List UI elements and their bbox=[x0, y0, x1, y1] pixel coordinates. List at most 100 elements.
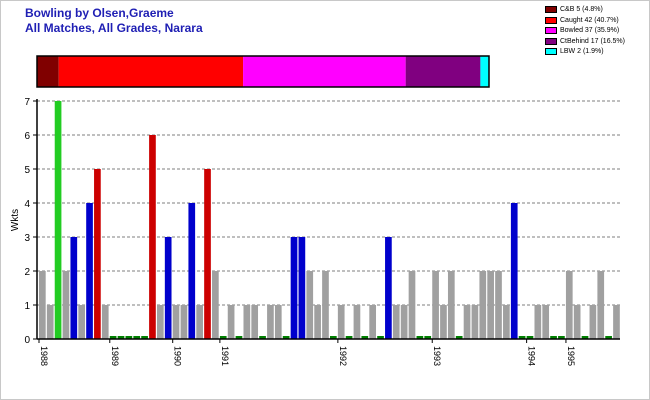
wickets-bar bbox=[298, 237, 306, 339]
wickets-bar bbox=[156, 305, 164, 339]
wickets-bar bbox=[109, 336, 117, 339]
wickets-bar bbox=[86, 203, 93, 339]
wickets-bar bbox=[133, 336, 141, 339]
y-tick-label: 2 bbox=[24, 267, 30, 278]
wickets-bar bbox=[424, 336, 432, 339]
wickets-bar bbox=[46, 305, 54, 339]
legend: C&B 5 (4.8%) Caught 42 (40.7%) Bowled 37… bbox=[545, 5, 649, 58]
y-tick-label: 1 bbox=[24, 301, 30, 312]
wickets-bar bbox=[432, 271, 439, 339]
y-tick-label: 3 bbox=[24, 233, 30, 244]
x-tick-label: 1991 bbox=[220, 346, 230, 366]
wickets-bar bbox=[385, 237, 392, 339]
legend-swatch-caught bbox=[545, 16, 557, 24]
wickets-bar bbox=[267, 305, 274, 339]
wickets-bar bbox=[613, 305, 620, 339]
wickets-bar bbox=[510, 203, 518, 339]
legend-item-caught: Caught 42 (40.7%) bbox=[545, 16, 649, 27]
x-tick-label: 1994 bbox=[527, 346, 537, 366]
legend-item-cb: C&B 5 (4.8%) bbox=[545, 5, 649, 16]
legend-swatch-ctbehind bbox=[545, 37, 557, 45]
wickets-bar bbox=[164, 237, 172, 339]
legend-swatch-cb bbox=[545, 6, 557, 13]
wickets-bar bbox=[518, 336, 526, 339]
wickets-bar bbox=[337, 305, 345, 339]
wickets-bar bbox=[392, 305, 400, 339]
wickets-bar bbox=[322, 271, 329, 339]
wickets-bar bbox=[227, 305, 235, 339]
y-tick-label: 4 bbox=[24, 199, 30, 210]
legend-label-bowled: Bowled 37 (35.9%) bbox=[560, 27, 620, 34]
y-tick-label: 0 bbox=[24, 335, 30, 346]
wickets-bar bbox=[290, 237, 298, 339]
wickets-bar bbox=[558, 336, 565, 339]
wickets-bar bbox=[487, 271, 494, 339]
legend-label-lbw: LBW 2 (1.9%) bbox=[560, 48, 604, 55]
stacked-segment-ctbehind bbox=[405, 56, 481, 87]
legend-label-ctbehind: CtBehind 17 (16.5%) bbox=[560, 37, 625, 45]
legend-swatch-bowled bbox=[545, 27, 557, 34]
legend-item-ctbehind: CtBehind 17 (16.5%) bbox=[545, 37, 649, 48]
y-tick-label: 7 bbox=[24, 97, 30, 108]
legend-item-bowled: Bowled 37 (35.9%) bbox=[545, 26, 649, 37]
wickets-bar bbox=[345, 336, 353, 339]
wickets-bar bbox=[117, 336, 125, 339]
wickets-bar bbox=[471, 305, 479, 339]
wickets-bar bbox=[39, 271, 46, 339]
wickets-bar bbox=[440, 305, 447, 339]
wickets-bar bbox=[526, 336, 534, 339]
wickets-bar bbox=[78, 305, 86, 339]
wickets-bar bbox=[70, 237, 78, 339]
wickets-bar bbox=[94, 169, 101, 339]
x-tick-label: 1989 bbox=[110, 346, 120, 366]
stacked-segment-lbw bbox=[480, 56, 489, 87]
wickets-bar bbox=[589, 305, 597, 339]
wickets-bar bbox=[141, 336, 148, 339]
wickets-bar bbox=[101, 305, 109, 339]
wickets-bar bbox=[251, 305, 259, 339]
wickets-bar bbox=[361, 336, 369, 339]
wickets-bar bbox=[188, 203, 196, 339]
stacked-segment-caught bbox=[58, 56, 244, 87]
wickets-bar bbox=[330, 336, 337, 339]
wickets-bar bbox=[243, 305, 251, 339]
x-tick-label: 1990 bbox=[173, 346, 183, 366]
wickets-bar bbox=[542, 305, 550, 339]
wickets-bar bbox=[416, 336, 424, 339]
wickets-bar bbox=[377, 336, 384, 339]
wickets-bar bbox=[503, 305, 510, 339]
wickets-bar bbox=[306, 271, 314, 339]
x-tick-label: 1995 bbox=[566, 346, 576, 366]
wickets-bar bbox=[605, 336, 612, 339]
wickets-bar bbox=[180, 305, 188, 339]
legend-item-lbw: LBW 2 (1.9%) bbox=[545, 47, 649, 58]
chart-subtitle: All Matches, All Grades, Narara bbox=[25, 21, 203, 35]
wickets-bar bbox=[204, 169, 211, 339]
y-tick-label: 6 bbox=[24, 131, 30, 142]
stacked-segment-bowled bbox=[243, 56, 406, 87]
wickets-bar bbox=[274, 305, 282, 339]
wickets-bar bbox=[463, 305, 471, 339]
wickets-bar bbox=[235, 336, 243, 339]
wickets-bar bbox=[597, 271, 605, 339]
stacked-segment-cb bbox=[37, 56, 59, 87]
wickets-bar bbox=[400, 305, 408, 339]
wickets-bar bbox=[369, 305, 377, 339]
wickets-bar bbox=[534, 305, 542, 339]
legend-label-caught: Caught 42 (40.7%) bbox=[560, 16, 619, 24]
wickets-bar bbox=[455, 336, 463, 339]
wickets-bar bbox=[62, 271, 70, 339]
y-tick-label: 5 bbox=[24, 165, 30, 176]
x-tick-label: 1992 bbox=[338, 346, 348, 366]
wickets-bar bbox=[196, 305, 203, 339]
wickets-bar bbox=[219, 336, 227, 339]
wickets-bar bbox=[259, 336, 266, 339]
wickets-bar bbox=[149, 135, 156, 339]
x-tick-label: 1988 bbox=[39, 346, 49, 366]
wickets-bar bbox=[125, 336, 133, 339]
wickets-bar bbox=[550, 336, 557, 339]
x-tick-label: 1993 bbox=[432, 346, 442, 366]
wickets-bar bbox=[172, 305, 180, 339]
wickets-bar bbox=[573, 305, 581, 339]
wickets-bar bbox=[314, 305, 321, 339]
